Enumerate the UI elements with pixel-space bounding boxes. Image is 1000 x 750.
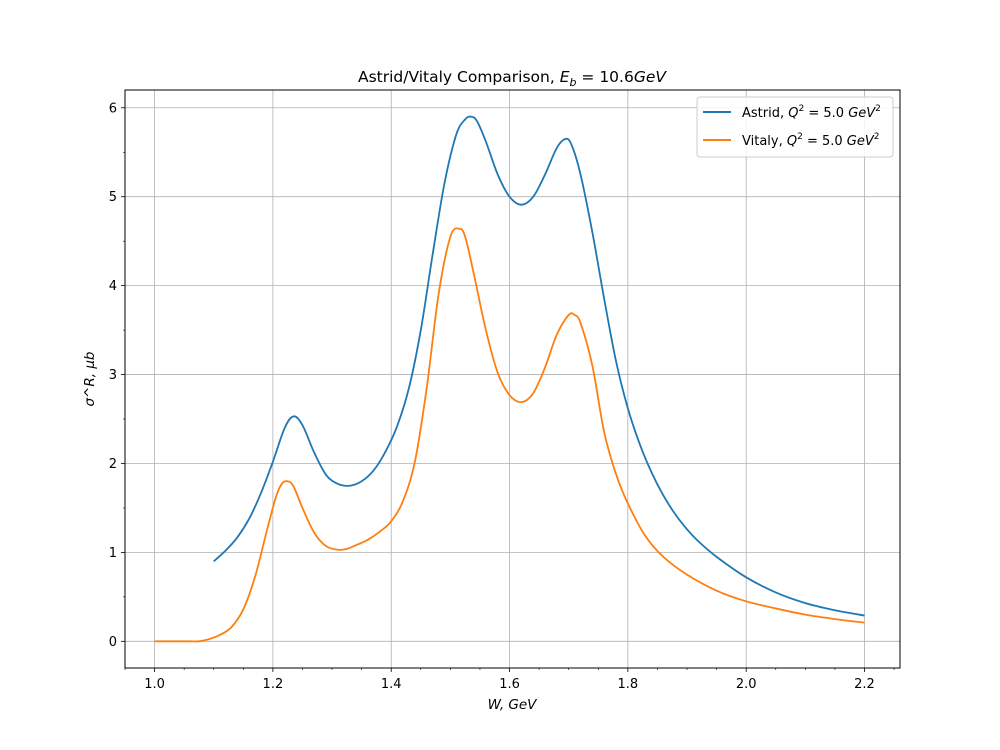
legend-box [696,96,894,158]
series-lines [154,115,865,643]
y-tick-label: 3 [109,368,117,383]
x-axis-label: W, GeV [488,697,539,713]
x-tick-label: 2.0 [736,677,757,692]
axis-ticks: 1.0 1.2 1.4 1.6 1.8 2.0 2.2 0 1 2 3 4 5 6 [109,101,895,692]
y-tick-label: 5 [109,190,117,205]
y-tick-label: 1 [109,546,117,561]
y-tick-label: 2 [109,457,117,472]
x-tick-label: 1.4 [381,677,402,692]
x-tick-label: 1.6 [499,677,520,692]
series-line-astrid [213,115,865,617]
x-tick-label: 1.2 [263,677,284,692]
legend-label-vitaly: Vitaly, Q2 = 5.0 GeV2 [742,132,880,149]
chart-title: Astrid/Vitaly Comparison, Eb = 10.6GeV [358,68,667,89]
grid-lines [125,90,900,668]
y-tick-label: 6 [109,101,117,116]
axes-frame [124,89,901,669]
y-tick-label: 0 [109,635,117,650]
x-tick-label: 1.0 [144,677,165,692]
x-tick-label: 1.8 [618,677,639,692]
y-tick-label: 4 [109,279,117,294]
y-axis-label: σ^R, μb [82,352,98,407]
legend-label-astrid: Astrid, Q2 = 5.0 GeV2 [742,104,881,121]
x-tick-label: 2.2 [854,677,875,692]
series-line-vitaly [154,227,865,643]
legend: Astrid, Q2 = 5.0 GeV2 Vitaly, Q2 = 5.0 G… [696,96,894,158]
